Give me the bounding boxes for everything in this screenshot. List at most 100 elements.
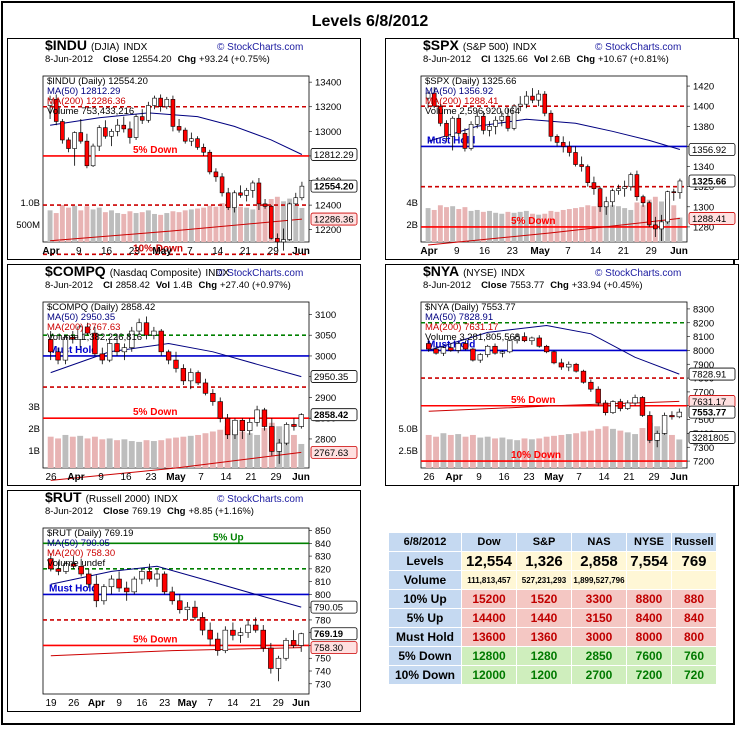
x-tick-label: 21 <box>618 246 630 257</box>
y-tick-label: 810 <box>315 577 331 588</box>
candle-body <box>136 322 142 332</box>
y-tick-label: 8000 <box>693 346 714 357</box>
candle-body <box>585 166 591 183</box>
y-tick-label: 1300 <box>693 202 714 213</box>
x-tick-label: 9 <box>98 472 104 483</box>
candle-body <box>676 411 682 418</box>
table-cell: 111,813,457 <box>461 570 517 590</box>
candle-body <box>219 176 225 194</box>
chg-label: Chg <box>577 54 596 65</box>
y-tick-label: 7500 <box>693 415 714 426</box>
volume-bar <box>499 213 505 242</box>
candle-body <box>438 105 443 124</box>
candle-body <box>55 351 61 361</box>
y-tick-label: 730 <box>315 679 331 690</box>
candle-body <box>269 426 275 452</box>
candle-body <box>256 182 262 205</box>
chart-symbol: $RUT <box>45 490 82 505</box>
candle-body <box>114 343 120 353</box>
candle-body <box>661 415 668 434</box>
table-cell <box>626 570 672 590</box>
chart-svg: $RUT (Russell 2000) INDX © StockCharts.com8… <box>7 490 361 712</box>
price-callout-label: 12286.36 <box>314 215 354 226</box>
candle-body <box>462 343 469 350</box>
volume-bar <box>462 436 469 468</box>
legend-entry: MA(200) 1288.41 <box>425 96 498 107</box>
x-tick-label: Jun <box>670 246 688 257</box>
volume-bar <box>239 431 246 468</box>
vol-label: Vol <box>156 280 170 291</box>
candle-body <box>48 339 54 353</box>
x-tick-label: 9 <box>116 698 122 709</box>
candle-body <box>62 336 69 361</box>
level-label: 5% Up <box>213 532 244 543</box>
volume-bar <box>514 440 521 468</box>
price-callout-label: 1356.92 <box>692 145 726 156</box>
close-value: 769.19 <box>132 506 161 517</box>
vol-value: 1.4B <box>173 280 193 291</box>
y-tick-label: 7300 <box>693 443 714 454</box>
candle-body <box>161 573 168 593</box>
volume-bar <box>677 217 683 242</box>
legend-entry: Volume undef <box>47 558 105 569</box>
price-callout <box>310 212 358 226</box>
legend-entry: $SPX (Daily) 1325.66 <box>425 76 516 87</box>
page-title: Levels 6/8/2012 <box>311 13 429 30</box>
candle-body <box>260 629 266 649</box>
candle-body <box>431 92 437 107</box>
candle-body <box>70 336 76 340</box>
candle-body <box>70 563 77 567</box>
volume-bar <box>425 208 431 242</box>
candle-body <box>276 442 282 452</box>
price-callout <box>310 148 358 161</box>
chart-date: 8-Jun-2012 <box>423 280 471 291</box>
x-tick-label: 16 <box>101 246 113 257</box>
candle-body <box>173 359 179 369</box>
volume-bar <box>474 209 480 242</box>
close-value: 1325.66 <box>494 54 528 65</box>
close-label: Cl <box>481 54 491 65</box>
y-tick-label: 12400 <box>315 201 341 212</box>
close-label: Close <box>103 506 129 517</box>
volume-bar <box>283 429 290 468</box>
table-row: 5% Down 12800 1280 2850 7600 760 <box>388 646 717 666</box>
chart-info-line: 8-Jun-2012 Cl 2858.42 Vol 1.4B Chg +27.40 (+0.… <box>45 280 291 291</box>
level-label: 10% Down <box>133 243 183 254</box>
table-cell: 3300 <box>571 589 627 609</box>
candle-body <box>659 221 664 230</box>
candle-body <box>433 348 439 354</box>
level-label: 5% Down <box>511 395 555 406</box>
candle-body <box>275 657 282 669</box>
candle-body <box>207 151 213 173</box>
legend-entry: $INDU (Daily) 12554.20 <box>47 76 148 87</box>
y-tick-label: 740 <box>315 667 331 678</box>
candle-body <box>245 624 251 634</box>
y-tick-label: 8100 <box>693 332 714 343</box>
candle-body <box>290 640 297 646</box>
price-callout <box>688 212 736 225</box>
chg-value: +27.40 (+0.97%) <box>220 280 291 291</box>
volume-bar <box>528 439 535 468</box>
row-label: 5% Up <box>388 608 462 628</box>
candle-body <box>617 401 624 409</box>
volume-bar <box>603 201 609 242</box>
plot-area <box>42 527 310 695</box>
levels-table: 6/8/2012 Dow S&P NAS NYSE Russell Levels… <box>388 532 717 685</box>
chart-svg: $NYA (NYSE) INDX © StockCharts.com8-Jun-201… <box>385 264 739 486</box>
table-cell: 769 <box>671 551 717 571</box>
y-tick-label: 1280 <box>693 222 714 233</box>
candle-body <box>597 188 603 208</box>
table-row: Must Hold 13600 1360 3000 8000 800 <box>388 627 717 647</box>
volume-bar <box>580 431 587 468</box>
candle-body <box>524 95 529 105</box>
volume-bar <box>290 434 297 468</box>
candle-body <box>217 401 223 419</box>
price-callout <box>688 174 736 188</box>
close-value: 12554.20 <box>132 54 172 65</box>
x-tick-label: 23 <box>129 246 141 257</box>
volume-bar <box>195 208 200 242</box>
chart-exchange: INDX <box>123 42 147 53</box>
table-cell: 1,326 <box>516 551 572 571</box>
candle-body <box>455 343 461 351</box>
